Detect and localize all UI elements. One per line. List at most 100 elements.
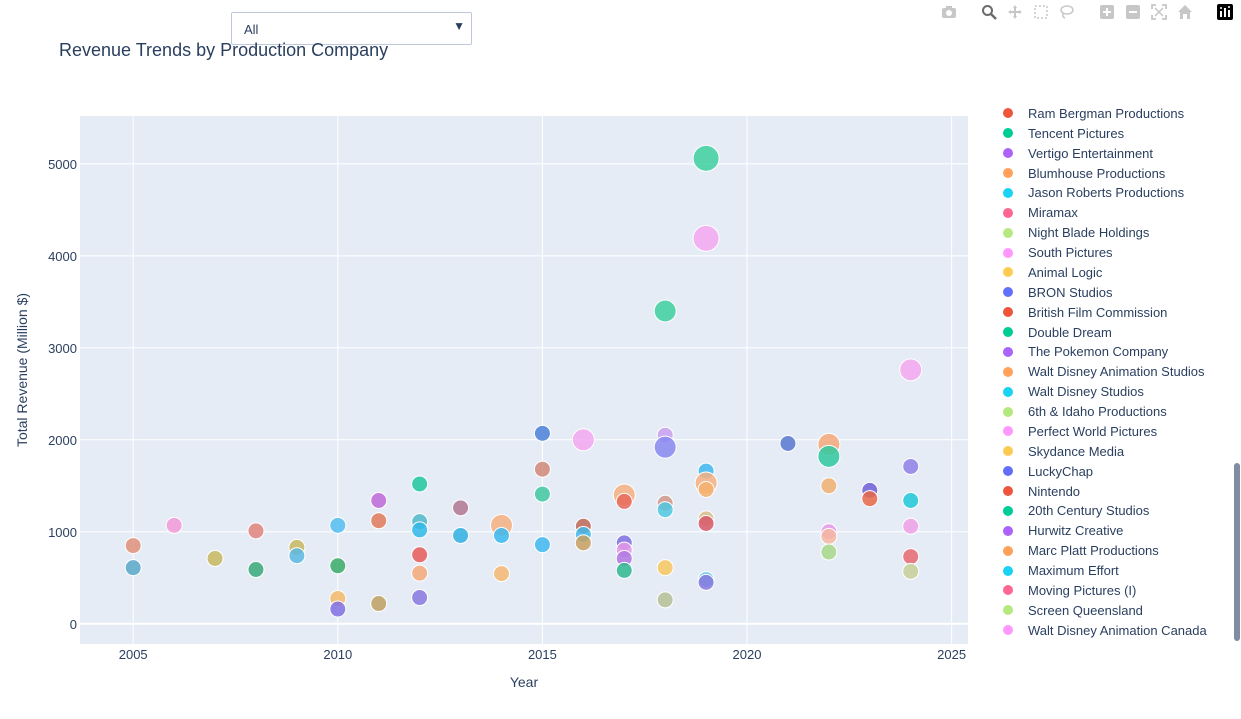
data-point[interactable] — [697, 514, 715, 532]
legend-item[interactable]: Nintendo — [990, 481, 1207, 501]
data-point[interactable] — [452, 499, 470, 517]
data-point[interactable] — [370, 512, 388, 530]
legend-item[interactable]: Double Dream — [990, 322, 1207, 342]
legend-marker — [1003, 486, 1013, 497]
legend-item[interactable]: British Film Commission — [990, 302, 1207, 322]
data-point[interactable] — [492, 565, 510, 583]
data-point[interactable] — [411, 564, 429, 582]
legend-item[interactable]: Vertigo Entertainment — [990, 143, 1207, 163]
data-point[interactable] — [533, 485, 551, 503]
legend-item[interactable]: Blumhouse Productions — [990, 163, 1207, 183]
data-points — [124, 144, 923, 618]
autoscale-icon[interactable] — [1149, 2, 1169, 22]
legend-scrollbar[interactable] — [1234, 463, 1240, 641]
data-point[interactable] — [124, 537, 142, 555]
data-point[interactable] — [533, 460, 551, 478]
data-point[interactable] — [820, 527, 838, 545]
legend-item[interactable]: Perfect World Pictures — [990, 422, 1207, 442]
data-point[interactable] — [124, 559, 142, 577]
legend-item[interactable]: Maximum Effort — [990, 561, 1207, 581]
data-point[interactable] — [533, 536, 551, 554]
legend-item[interactable]: Jason Roberts Productions — [990, 183, 1207, 203]
data-point[interactable] — [615, 561, 633, 579]
legend-item[interactable]: Marc Platt Productions — [990, 541, 1207, 561]
camera-icon[interactable] — [939, 2, 959, 22]
data-point[interactable] — [370, 595, 388, 613]
data-point[interactable] — [861, 490, 879, 508]
data-point[interactable] — [697, 480, 715, 498]
data-point[interactable] — [574, 534, 592, 552]
data-point[interactable] — [329, 600, 347, 618]
legend-item[interactable]: LuckyChap — [990, 461, 1207, 481]
data-point[interactable] — [779, 434, 797, 452]
data-point[interactable] — [656, 591, 674, 609]
legend-item[interactable]: Night Blade Holdings — [990, 223, 1207, 243]
data-point[interactable] — [411, 546, 429, 564]
data-point[interactable] — [247, 560, 265, 578]
legend-item[interactable]: Animal Logic — [990, 263, 1207, 283]
data-point[interactable] — [902, 517, 920, 535]
data-point[interactable] — [533, 424, 551, 442]
legend-label: Animal Logic — [1028, 264, 1103, 280]
legend-item[interactable]: The Pokemon Company — [990, 342, 1207, 362]
data-point[interactable] — [899, 358, 923, 382]
legend-item[interactable]: South Pictures — [990, 243, 1207, 263]
legend-item[interactable]: Walt Disney Animation Studios — [990, 362, 1207, 382]
plotly-logo-icon[interactable] — [1215, 2, 1235, 22]
data-point[interactable] — [452, 526, 470, 544]
data-point[interactable] — [902, 457, 920, 475]
pan-icon[interactable] — [1005, 2, 1025, 22]
data-point[interactable] — [411, 521, 429, 539]
legend-item[interactable]: Tencent Pictures — [990, 123, 1207, 143]
chevron-down-icon[interactable]: ▼ — [453, 19, 465, 33]
data-point[interactable] — [411, 475, 429, 493]
legend-item[interactable]: Walt Disney Animation Canada — [990, 620, 1207, 640]
zoom-icon[interactable] — [979, 2, 999, 22]
legend-item[interactable]: 20th Century Studios — [990, 501, 1207, 521]
data-point[interactable] — [492, 526, 510, 544]
data-point[interactable] — [653, 435, 677, 459]
legend-item[interactable]: Ram Bergman Productions — [990, 104, 1207, 123]
reset-axes-icon[interactable] — [1175, 2, 1195, 22]
data-point[interactable] — [697, 573, 715, 591]
legend-item[interactable]: Hurwitz Creative — [990, 521, 1207, 541]
data-point[interactable] — [692, 144, 720, 172]
legend-item[interactable]: 6th & Idaho Productions — [990, 402, 1207, 422]
data-point[interactable] — [902, 562, 920, 580]
data-point[interactable] — [653, 299, 677, 323]
legend-item[interactable]: BRON Studios — [990, 282, 1207, 302]
legend-item[interactable]: Walt Disney Studios — [990, 382, 1207, 402]
data-point[interactable] — [902, 492, 920, 510]
data-point[interactable] — [656, 501, 674, 519]
data-point[interactable] — [820, 543, 838, 561]
box-select-icon[interactable] — [1031, 2, 1051, 22]
data-point[interactable] — [329, 557, 347, 575]
data-point[interactable] — [902, 548, 920, 566]
legend-item[interactable]: Moving Pictures (I) — [990, 581, 1207, 601]
lasso-icon[interactable] — [1057, 2, 1077, 22]
data-point[interactable] — [206, 549, 224, 567]
zoom-in-icon[interactable] — [1097, 2, 1117, 22]
x-tick-label: 2010 — [323, 647, 352, 662]
data-point[interactable] — [247, 522, 265, 540]
legend-marker — [1003, 227, 1013, 238]
data-point[interactable] — [656, 559, 674, 577]
data-point[interactable] — [370, 492, 388, 510]
data-point[interactable] — [329, 516, 347, 534]
data-point[interactable] — [615, 492, 633, 510]
data-point[interactable] — [165, 516, 183, 534]
data-point[interactable] — [571, 428, 595, 452]
data-point[interactable] — [288, 547, 306, 565]
legend-item[interactable]: Miramax — [990, 203, 1207, 223]
data-point[interactable] — [692, 224, 720, 252]
company-filter-dropdown[interactable]: All ▼ — [231, 12, 472, 45]
plot-area[interactable] — [80, 116, 968, 644]
data-point[interactable] — [817, 444, 841, 468]
zoom-out-icon[interactable] — [1123, 2, 1143, 22]
x-axis-ticks: 2005 2010 2015 2020 2025 — [119, 647, 966, 662]
data-point[interactable] — [820, 477, 838, 495]
data-point[interactable] — [411, 589, 429, 607]
y-tick-label: 5000 — [48, 157, 77, 172]
legend-item[interactable]: Skydance Media — [990, 441, 1207, 461]
legend-item[interactable]: Screen Queensland — [990, 600, 1207, 620]
